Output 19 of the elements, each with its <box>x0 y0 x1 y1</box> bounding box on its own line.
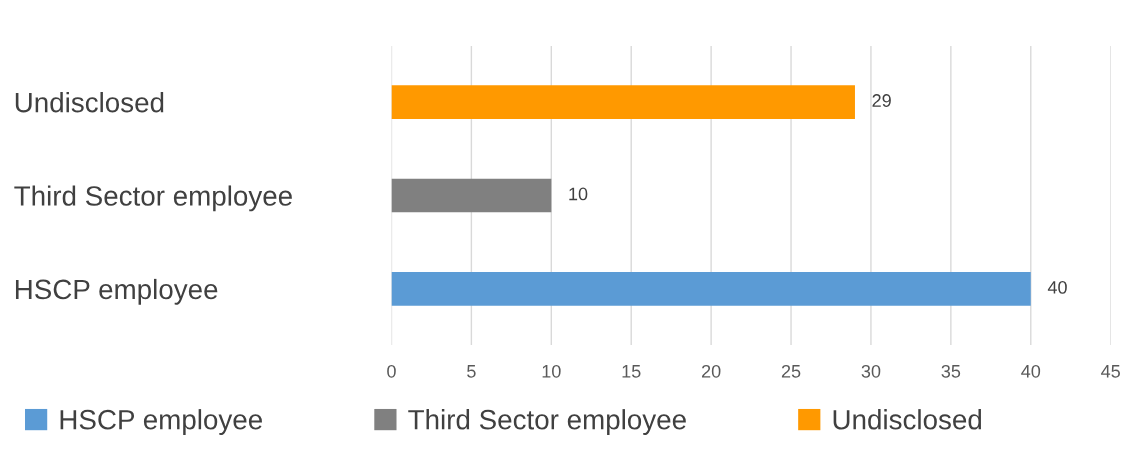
data-label: 10 <box>569 187 588 201</box>
x-tick-label: 15 <box>622 365 641 378</box>
x-tick-label: 20 <box>701 364 721 378</box>
y-tick-label: Third Sector employee <box>14 185 292 212</box>
y-tick-label: Undisclosed <box>15 92 164 113</box>
data-label: 40 <box>1047 281 1067 294</box>
x-tick-label: 25 <box>781 364 801 378</box>
legend-label: HSCP employee <box>60 409 262 435</box>
x-tick-label: 40 <box>1021 364 1041 378</box>
legend-label: Undisclosed <box>833 409 982 430</box>
x-tick-label: 5 <box>467 365 476 378</box>
x-tick-label: 35 <box>941 364 961 378</box>
y-tick-label: HSCP employee <box>15 278 218 305</box>
legend-label: Third Sector employee <box>408 409 686 435</box>
x-tick-label: 45 <box>1101 365 1120 378</box>
x-tick-label: 30 <box>861 364 881 378</box>
x-tick-label: 0 <box>387 364 396 378</box>
data-label: 29 <box>872 94 891 107</box>
x-tick-label: 10 <box>542 364 561 378</box>
